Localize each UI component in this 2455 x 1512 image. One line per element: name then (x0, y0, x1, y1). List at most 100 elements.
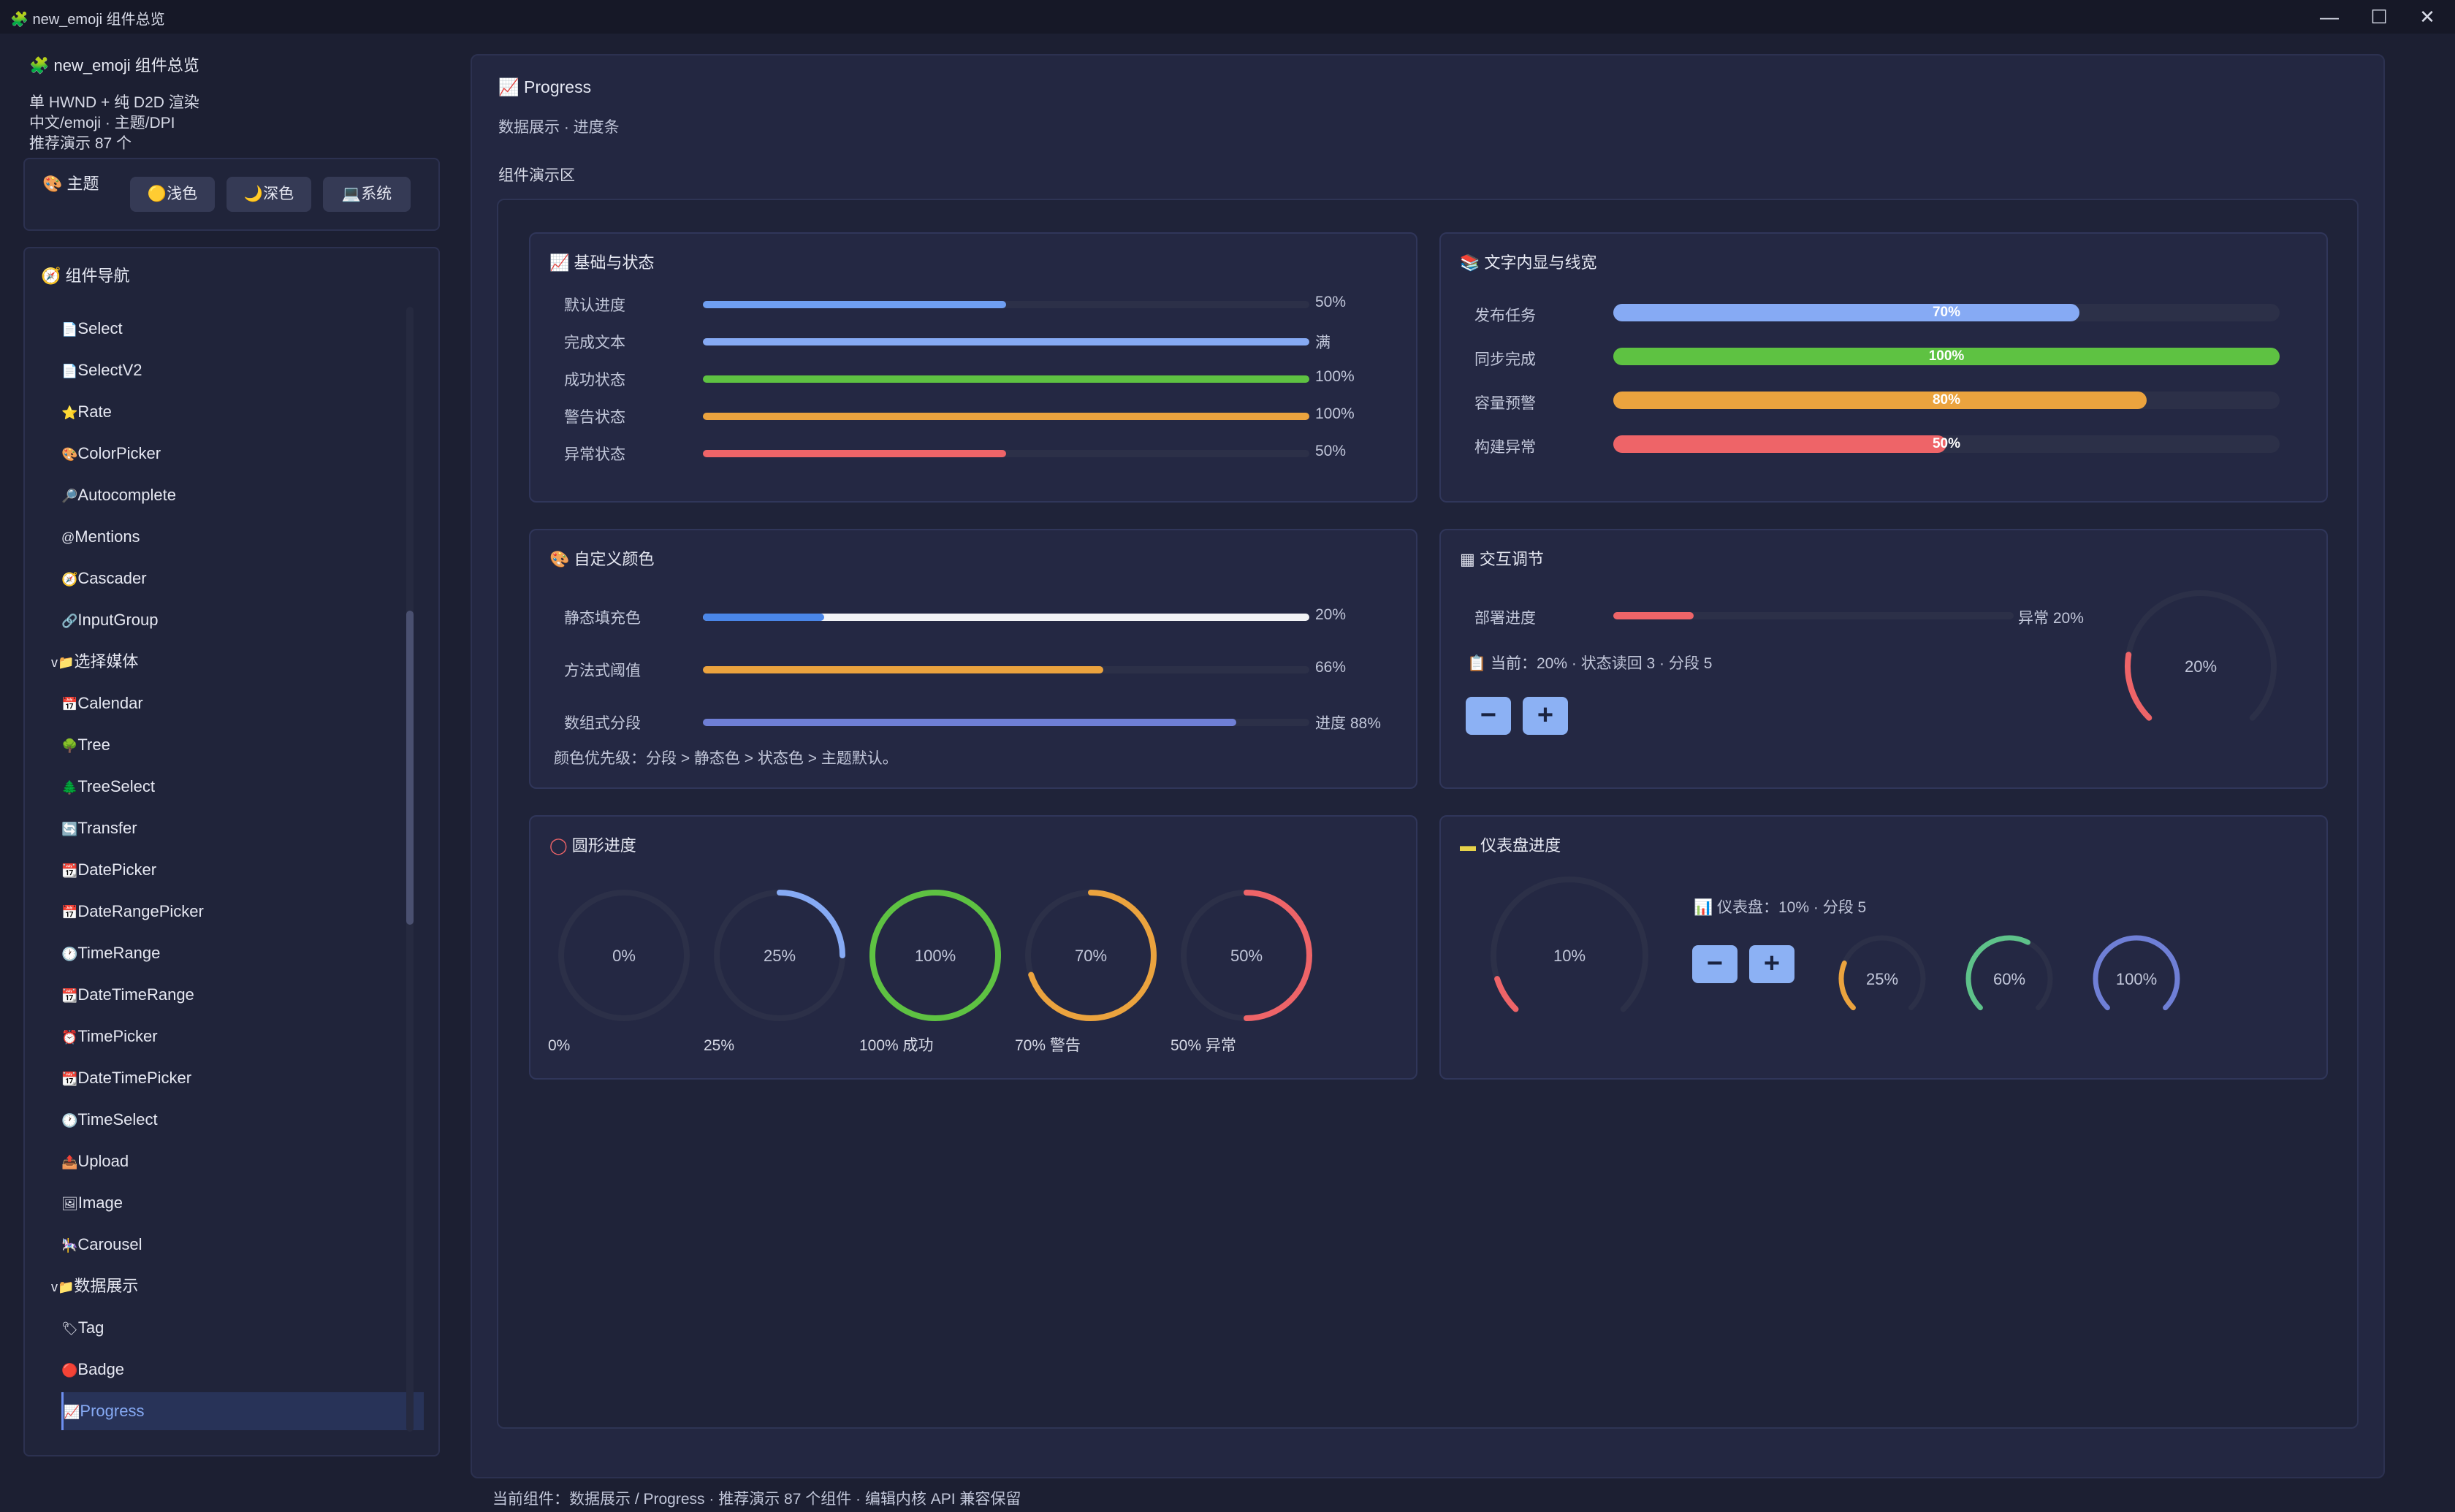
decrease-button[interactable]: − (1466, 697, 1511, 735)
circle-caption: 0% (548, 1037, 570, 1054)
circle-center-text: 0% (612, 947, 636, 965)
sidebar-item-transfer[interactable]: 🔄Transfer (61, 809, 424, 847)
basic-row-fill (703, 413, 1309, 420)
panel-circle: ◯ 圆形进度 0% 0% 25% 25% 100% 100% 成功 70% 70% 警告 50%… (529, 815, 1417, 1080)
nav-title: 🧭 组件导航 (41, 267, 130, 285)
sidebar-item-选择媒体[interactable]: v📁选择媒体 (51, 643, 414, 681)
sidebar-item-label: 选择媒体 (74, 652, 139, 671)
item-icon: 📅 (61, 905, 78, 920)
clipboard-icon: 📋 (1467, 655, 1487, 672)
close-button[interactable]: ✕ (2419, 6, 2435, 28)
theme-system-button[interactable]: 💻系统 (323, 177, 411, 212)
minimize-button[interactable]: — (2320, 6, 2339, 28)
sidebar-item-colorpicker[interactable]: 🎨ColorPicker (61, 435, 424, 473)
nav-scrollbar-thumb[interactable] (406, 611, 414, 925)
increase-button[interactable]: + (1523, 697, 1568, 735)
maximize-button[interactable]: ☐ (2370, 6, 2388, 28)
sidebar-item-datetimepicker[interactable]: 📆DateTimePicker (61, 1059, 424, 1097)
sidebar-item-label: Progress (80, 1402, 145, 1420)
sidebar-item-label: Badge (77, 1360, 125, 1378)
sidebar-item-rate[interactable]: ⭐Rate (61, 393, 424, 431)
circle-fill (869, 890, 1001, 1021)
circle-fill (777, 890, 845, 958)
sidebar-item-tree[interactable]: 🌳Tree (61, 726, 424, 764)
interactive-gauge-fill (2125, 652, 2153, 721)
sidebar-item-label: Calendar (77, 694, 143, 712)
sidebar-item-timeselect[interactable]: 🕐TimeSelect (61, 1101, 424, 1139)
inner-row-fill (1613, 435, 1946, 453)
sidebar-item-timepicker[interactable]: ⏰TimePicker (61, 1017, 424, 1055)
sidebar-item-label: Tag (77, 1318, 104, 1337)
sidebar-item-tag[interactable]: 🏷Tag (61, 1309, 424, 1347)
gauge-decrease-button[interactable]: − (1692, 945, 1737, 983)
theme-dark-button[interactable]: 🌙深色 (227, 177, 311, 212)
title-bar: 🧩 new_emoji 组件总览 — ☐ ✕ (0, 0, 2455, 34)
inner-row-text: 70% (1932, 305, 1961, 320)
sidebar-item-timerange[interactable]: 🕐TimeRange (61, 934, 424, 972)
gauge-increase-button[interactable]: + (1749, 945, 1794, 983)
palette-icon: 🎨 (549, 550, 570, 568)
sidebar-item-autocomplete[interactable]: 🔎Autocomplete (61, 476, 424, 514)
ring-icon: ◯ (549, 836, 568, 855)
sidebar-item-selectv2[interactable]: 📄SelectV2 (61, 351, 424, 389)
inner-row-text: 50% (1932, 436, 1961, 451)
sidebar-item-label: TimeRange (77, 944, 161, 962)
moon-icon: 🌙 (243, 186, 264, 202)
circle-fill (1028, 890, 1157, 1021)
sidebar-item-inputgroup[interactable]: 🔗InputGroup (61, 601, 424, 639)
gauge-small-text: 60% (1993, 970, 2025, 988)
item-icon: 📄 (61, 322, 78, 337)
sidebar-item-treeselect[interactable]: 🌲TreeSelect (61, 768, 424, 806)
sidebar-item-label: SelectV2 (77, 361, 142, 379)
sidebar-item-label: 数据展示 (74, 1277, 139, 1295)
custom-row-fill (703, 719, 1237, 726)
inner-row-track: 80% (1613, 392, 2280, 409)
sidebar-item-progress[interactable]: 📈Progress (61, 1392, 424, 1430)
status-bar: 当前组件：数据展示 / Progress · 推荐演示 87 个组件 · 编辑内… (492, 1491, 1021, 1508)
theme-light-button[interactable]: 🟡浅色 (130, 177, 215, 212)
panel-basic-title: 📈 基础与状态 (549, 253, 655, 272)
panel-custom-title: 🎨 自定义颜色 (549, 550, 655, 568)
inner-row-track: 70% (1613, 304, 2280, 321)
palette-icon: 🎨 (42, 175, 63, 193)
basic-row-track (703, 450, 1309, 457)
item-icon: 🔎 (61, 489, 78, 503)
sidebar-item-mentions[interactable]: @Mentions (61, 518, 424, 556)
sidebar-item-upload[interactable]: 📤Upload (61, 1142, 424, 1180)
sidebar-item-select[interactable]: 📄Select (61, 310, 424, 348)
basic-row-fill (703, 450, 1006, 457)
chart-icon: 📈 (498, 77, 519, 96)
basic-row-value: 100% (1315, 368, 1355, 385)
sidebar-item-datepicker[interactable]: 📆DatePicker (61, 851, 424, 889)
custom-row-value: 进度 88% (1315, 715, 1381, 732)
circle-fill (1244, 890, 1312, 1021)
circle-center-text: 100% (915, 947, 956, 965)
gauge-group: 10% 25% 60% 100% (1491, 877, 2180, 1012)
nav-card: 🧭 组件导航 (23, 247, 440, 1456)
theme-card: 🎨 主题 🟡浅色 🌙深色 💻系统 (23, 158, 440, 231)
sidebar-item-image[interactable]: 🖼Image (61, 1184, 424, 1222)
sidebar-item-carousel[interactable]: 🎠Carousel (61, 1226, 424, 1264)
sidebar-item-label: DateTimeRange (77, 985, 194, 1004)
item-icon: 📄 (61, 364, 78, 378)
sidebar-item-label: Upload (77, 1152, 129, 1170)
sidebar-item-datetimerange[interactable]: 📆DateTimeRange (61, 976, 424, 1014)
inner-row-fill (1613, 392, 2147, 409)
sidebar-item-label: TimePicker (77, 1027, 158, 1045)
nav-scrollbar[interactable] (406, 307, 414, 1432)
inner-row-fill (1613, 348, 2280, 365)
sidebar-item-label: Rate (77, 402, 112, 421)
puzzle-icon: 🧩 (29, 56, 50, 75)
interactive-gauge-track (2125, 590, 2277, 721)
item-icon: @ (61, 530, 75, 545)
sidebar-item-数据展示[interactable]: v📁数据展示 (51, 1267, 414, 1305)
panel-custom: 🎨 自定义颜色 静态填充色 20% 方法式阈值 66% 数组式分段 进度 88% 颜色优先… (529, 529, 1417, 789)
circle-caption: 100% 成功 (859, 1037, 934, 1054)
sidebar-item-calendar[interactable]: 📅Calendar (61, 684, 424, 722)
circle-caption: 70% 警告 (1015, 1037, 1081, 1054)
sidebar-item-badge[interactable]: 🔴Badge (61, 1351, 424, 1389)
gauge-icon: ▬ (1460, 836, 1476, 855)
item-icon: 🔴 (61, 1363, 78, 1378)
sidebar-item-cascader[interactable]: 🧭Cascader (61, 560, 424, 597)
sidebar-item-daterangepicker[interactable]: 📅DateRangePicker (61, 893, 424, 931)
